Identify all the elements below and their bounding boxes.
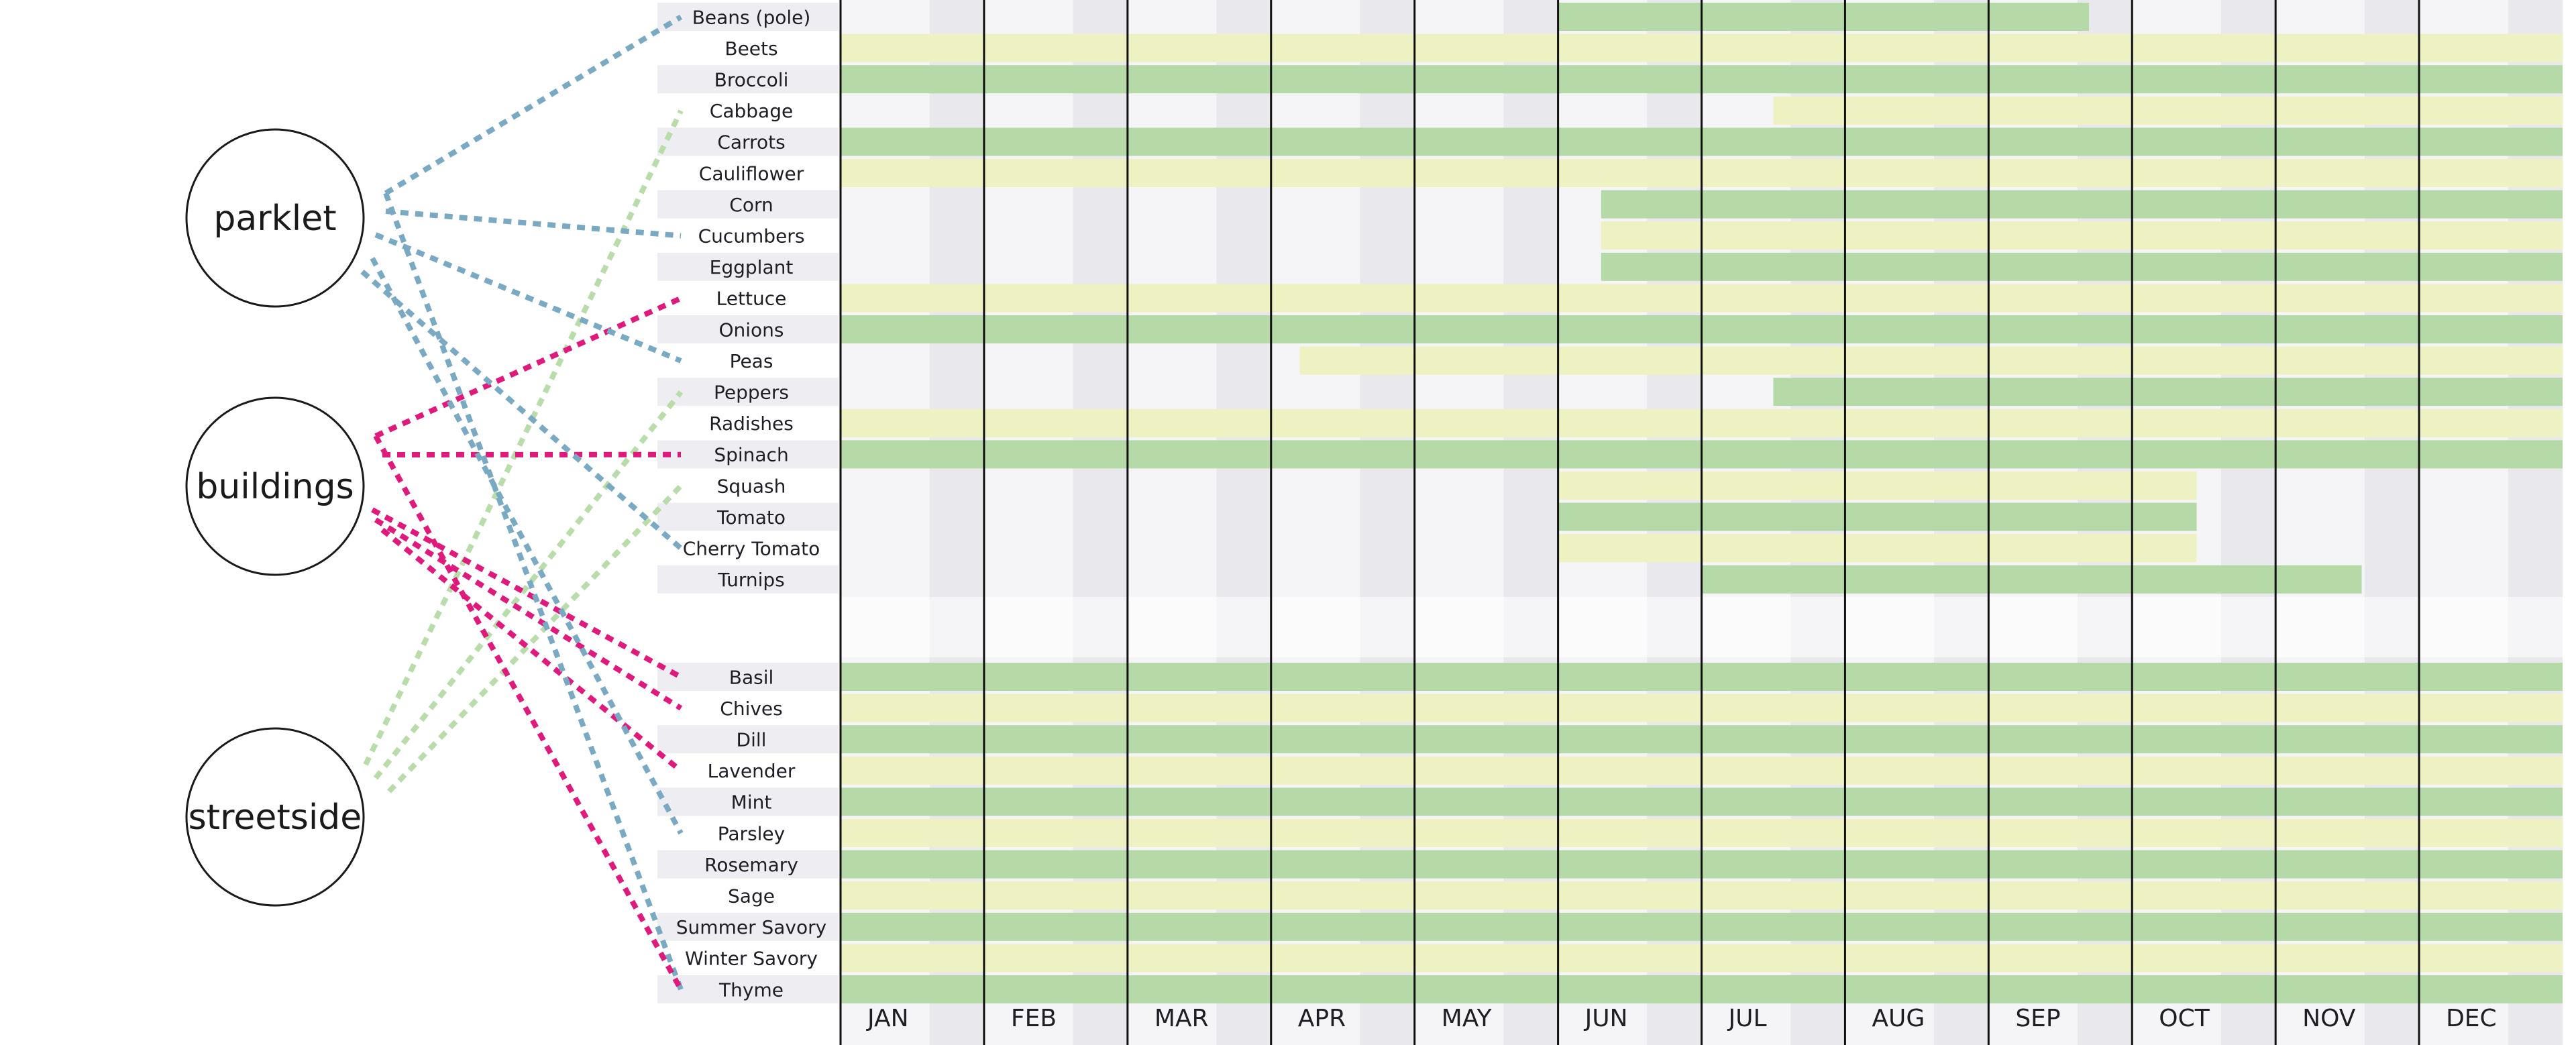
herbs-label-bg: [657, 975, 839, 1003]
plant-label-turnips: Turnips: [717, 569, 785, 591]
season-bar-tomato: [1558, 502, 2197, 531]
plant-label-corn: Corn: [729, 194, 773, 216]
plant-label-winter-savory: Winter Savory: [685, 948, 818, 970]
month-label-oct: OCT: [2159, 1005, 2210, 1032]
plant-labels: Beans (pole) Beets Broccoli Cabbage Carrots C…: [657, 3, 839, 1003]
connector-parklet-peas: [374, 232, 682, 364]
vegetables-label-bg: [657, 3, 839, 31]
month-label-aug: AUG: [1872, 1005, 1925, 1032]
plant-label-beets: Beets: [724, 38, 777, 60]
herbs-label-bg: [657, 850, 839, 879]
herbs-label-bg: [657, 663, 839, 691]
connector-parklet-beans-pole: [384, 14, 683, 196]
month-label-jun: JUN: [1584, 1005, 1628, 1032]
season-bar-corn: [1601, 190, 2563, 219]
vegetables-label-bg: [657, 127, 839, 156]
season-bar-cabbage: [1773, 96, 2563, 125]
connector-buildings-thyme: [373, 435, 684, 991]
plant-label-thyme: Thyme: [718, 979, 784, 1001]
season-bar-turnips: [1701, 565, 2362, 594]
buildings-node: [185, 396, 365, 576]
month-label-mar: MAR: [1155, 1005, 1209, 1032]
plant-label-spinach: Spinach: [714, 444, 788, 466]
streetside-node: [185, 727, 365, 907]
plant-label-peppers: Peppers: [714, 382, 789, 404]
plant-label-sage: Sage: [728, 885, 775, 908]
plant-label-basil: Basil: [729, 666, 774, 688]
season-bar-peppers: [1773, 378, 2563, 406]
vegetables-label-bg: [657, 315, 839, 343]
group-nodes: parklet buildings streetside: [185, 128, 365, 907]
plant-label-cabbage: Cabbage: [710, 100, 793, 122]
herbs-label-bg: [657, 912, 839, 941]
month-gridlines: [839, 0, 2420, 1045]
plant-label-squash: Squash: [717, 475, 786, 497]
season-bar-cherry-tomato: [1558, 534, 2197, 563]
vegetables-label-bg: [657, 440, 839, 469]
vegetables-label-bg: [657, 565, 839, 594]
connector-buildings-lavender: [380, 527, 683, 773]
season-bar-beans-pole: [1558, 3, 2090, 31]
vegetables-label-bg: [657, 65, 839, 94]
plant-label-lavender: Lavender: [708, 760, 796, 782]
vegetables-label-bg: [657, 378, 839, 406]
plant-label-peas: Peas: [730, 350, 773, 372]
month-label-jan: JAN: [866, 1005, 909, 1032]
plant-label-parsley: Parsley: [718, 822, 785, 844]
month-label-jul: JUL: [1727, 1005, 1767, 1032]
connector-buildings-lettuce: [374, 296, 682, 439]
connector-parklet-cucumbers: [385, 209, 682, 239]
parklet-label: parklet: [213, 199, 336, 239]
month-label-apr: APR: [1298, 1005, 1346, 1032]
connector-streetside-cabbage: [363, 109, 684, 766]
season-bar-squash: [1558, 472, 2197, 500]
season-bar-peas: [1299, 346, 2563, 375]
plant-label-lettuce: Lettuce: [716, 288, 787, 310]
vegetables-label-bg: [657, 502, 839, 531]
month-label-nov: NOV: [2302, 1005, 2356, 1032]
month-label-dec: DEC: [2446, 1005, 2497, 1032]
connector-buildings-chives: [374, 517, 683, 711]
plant-label-rosemary: Rosemary: [704, 854, 798, 876]
herbs-label-bg: [657, 725, 839, 754]
connector-parklet-thyme: [383, 192, 684, 991]
parklet-node: [185, 128, 365, 308]
plant-label-mint: Mint: [731, 791, 772, 814]
plant-label-radishes: Radishes: [709, 412, 794, 435]
month-label-feb: FEB: [1011, 1005, 1057, 1032]
vegetables-label-bg: [657, 252, 839, 281]
month-label-may: MAY: [1442, 1005, 1493, 1032]
plant-label-eggplant: Eggplant: [710, 256, 794, 278]
season-bar-cucumbers: [1601, 221, 2563, 250]
plant-label-beans-pole: Beans (pole): [692, 6, 811, 28]
season-bar-eggplant: [1601, 252, 2563, 281]
month-label-sep: SEP: [2015, 1005, 2060, 1032]
vegetables-label-bg: [657, 190, 839, 219]
plant-label-cucumbers: Cucumbers: [698, 225, 805, 248]
connector-streetside-squash: [387, 484, 683, 793]
connector-parklet-parsley: [370, 257, 684, 835]
plant-label-tomato: Tomato: [716, 506, 786, 529]
month-axis: JAN FEB MAR APR MAY JUN JUL AUG SEP OCT NOV DEC: [866, 1005, 2497, 1032]
plant-label-chives: Chives: [720, 698, 782, 720]
buildings-label: buildings: [196, 467, 354, 507]
streetside-label: streetside: [189, 798, 362, 838]
plant-label-summer-savory: Summer Savory: [676, 916, 826, 938]
group-connectors: [360, 14, 684, 991]
plant-label-broccoli: Broccoli: [714, 69, 789, 91]
connector-parklet-cherry-tomato: [360, 269, 683, 551]
plant-label-onions: Onions: [718, 319, 784, 341]
plant-label-dill: Dill: [737, 729, 767, 751]
plant-label-cherry-tomato: Cherry Tomato: [683, 538, 820, 560]
plant-label-cauliflower: Cauliflower: [699, 162, 804, 184]
plant-label-carrots: Carrots: [717, 131, 785, 154]
herbs-label-bg: [657, 787, 839, 816]
